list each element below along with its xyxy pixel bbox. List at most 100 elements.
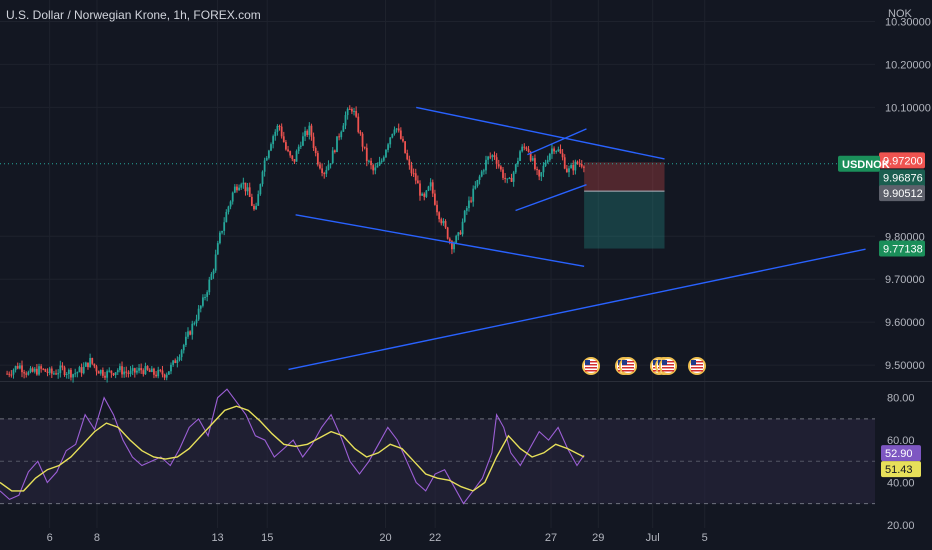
candle-body xyxy=(197,308,200,320)
candle-body xyxy=(336,136,338,153)
candle-body xyxy=(76,372,79,374)
grid xyxy=(0,0,932,528)
target-price-tag-bg xyxy=(879,240,925,257)
candle-body xyxy=(14,366,17,370)
us-flag-icon[interactable] xyxy=(582,357,600,375)
candle-body xyxy=(74,373,77,375)
time-axis-label: 29 xyxy=(592,532,604,544)
candle-body xyxy=(204,296,206,298)
candle-body xyxy=(523,146,526,148)
rsi-value-tag-text: 52.90 xyxy=(885,448,913,460)
us-flag-icon[interactable] xyxy=(688,357,706,375)
candle-body xyxy=(463,210,466,222)
price-axis-label: 10.10000 xyxy=(885,102,931,114)
candle-body xyxy=(89,357,92,368)
candle-body xyxy=(50,368,53,374)
candle-body xyxy=(346,108,349,116)
candle-body xyxy=(412,173,415,175)
us-flag-icon[interactable] xyxy=(619,357,637,375)
candle-body xyxy=(48,368,51,373)
time-axis-label: 13 xyxy=(211,532,223,544)
candle-body xyxy=(527,149,530,152)
candle-body xyxy=(263,160,266,172)
candle-body xyxy=(259,184,262,195)
candle-body xyxy=(223,222,226,231)
candle-body xyxy=(468,200,470,209)
candle-body xyxy=(153,368,155,375)
trendline xyxy=(416,106,665,160)
flag-canton xyxy=(622,360,627,365)
candle-body xyxy=(257,194,260,206)
candle-body xyxy=(514,164,517,173)
candle-body xyxy=(355,110,358,117)
candle-body xyxy=(493,155,496,158)
candle-body xyxy=(165,374,168,378)
position-tool[interactable] xyxy=(0,162,875,249)
candle-body xyxy=(65,373,68,376)
flag-stripe xyxy=(662,367,674,369)
price-axis-label: 9.80000 xyxy=(885,231,925,243)
entry-price-tag-bg xyxy=(879,185,925,202)
candle-body xyxy=(444,221,447,228)
candle-body xyxy=(202,297,204,306)
candle-body xyxy=(236,186,238,191)
candle-body xyxy=(497,164,500,167)
candle-body xyxy=(353,110,355,112)
trendlines[interactable] xyxy=(288,106,866,371)
candle-body xyxy=(244,182,247,192)
symbol-tag-bg xyxy=(838,155,880,172)
candle-body xyxy=(423,193,426,197)
candle-body xyxy=(340,131,343,138)
candle-body xyxy=(536,169,538,171)
candle-body xyxy=(167,371,170,375)
candle-body xyxy=(70,369,72,378)
candle-body xyxy=(129,370,132,374)
candle-body xyxy=(382,157,385,161)
flag-stripe xyxy=(662,361,674,363)
candle-body xyxy=(261,171,264,185)
flag-stripe xyxy=(585,361,597,363)
candle-body xyxy=(78,367,81,373)
candle-body xyxy=(265,157,268,161)
candle-body xyxy=(16,366,19,369)
candle-body xyxy=(253,205,255,210)
candle-body xyxy=(6,373,8,375)
candle-body xyxy=(389,137,392,145)
candle-body xyxy=(304,130,306,137)
candle-body xyxy=(416,180,419,184)
economic-events[interactable] xyxy=(582,357,706,375)
candle-body xyxy=(240,184,243,188)
candle-body xyxy=(267,150,270,158)
candle-body xyxy=(238,187,240,191)
candle-body xyxy=(161,370,164,375)
candle-body xyxy=(410,165,413,174)
candle-body xyxy=(414,173,417,181)
candle-body xyxy=(446,227,449,239)
candle-body xyxy=(82,366,85,374)
candle-body xyxy=(199,305,202,309)
current-price-text: 9.96876 xyxy=(883,172,923,184)
candle-body xyxy=(125,371,128,373)
candle-body xyxy=(551,148,553,154)
rsi-value-tag-bg xyxy=(881,445,921,462)
candle-body xyxy=(285,142,287,150)
candle-body xyxy=(461,221,464,235)
us-flag-icon[interactable] xyxy=(659,357,677,375)
candle-body xyxy=(425,190,428,197)
candle-body xyxy=(308,125,311,135)
candle-body xyxy=(365,147,368,162)
candle-body xyxy=(465,208,468,211)
candle-body xyxy=(131,368,134,371)
candle-body xyxy=(576,161,579,164)
candle-body xyxy=(27,372,30,375)
candle-body xyxy=(570,165,573,169)
candle-body xyxy=(559,149,562,154)
time-axis: 6 8 13 15 20 22 27 29 Jul 5 xyxy=(47,532,708,544)
candle-body xyxy=(10,374,13,376)
time-axis-label: 20 xyxy=(379,532,391,544)
candle-body xyxy=(419,183,421,196)
rsi-axis-label: 60.00 xyxy=(887,435,915,447)
candle-body xyxy=(231,192,234,202)
candle-body xyxy=(172,360,175,365)
candle-body xyxy=(370,160,372,166)
